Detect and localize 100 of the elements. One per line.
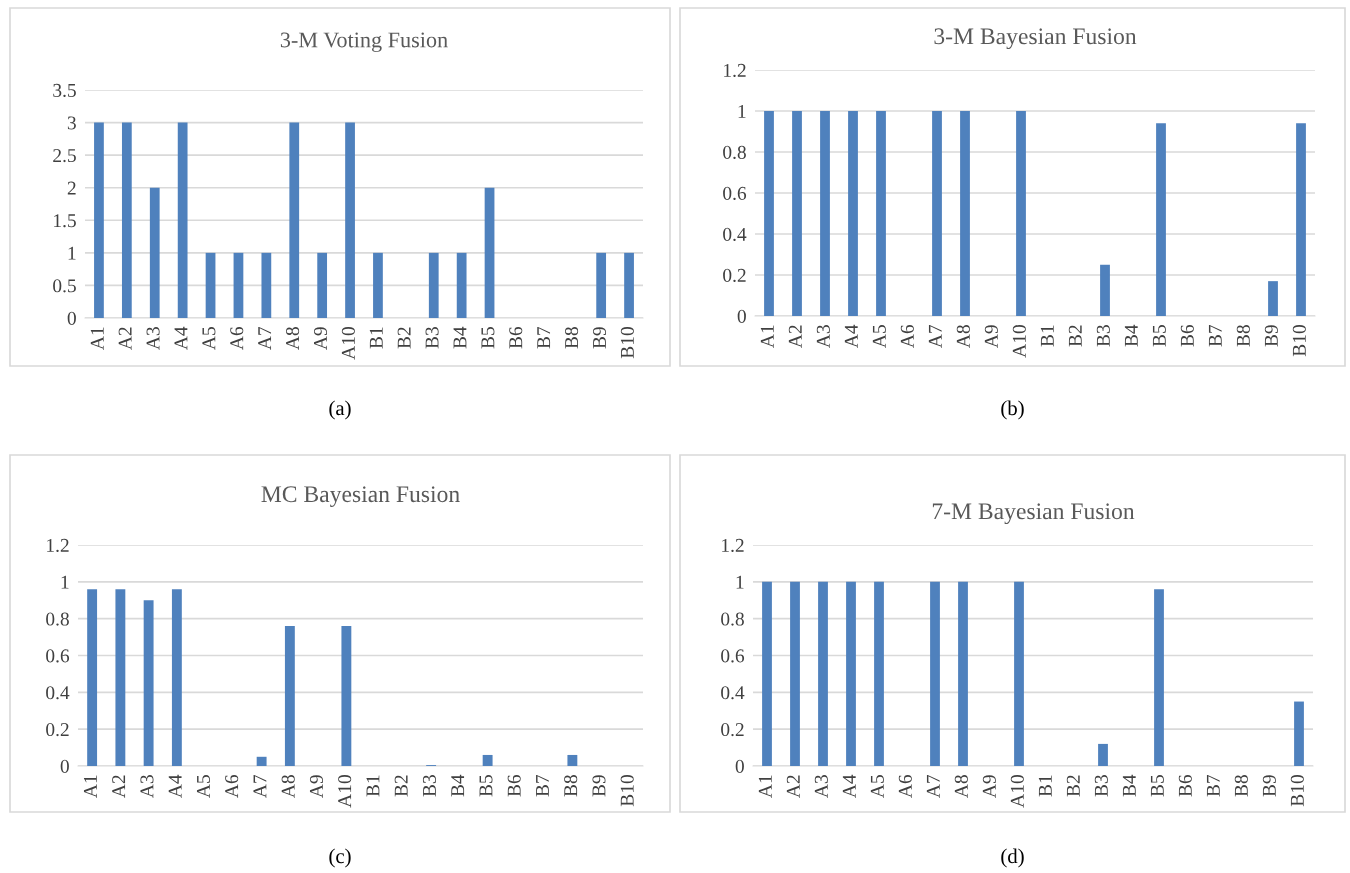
bar xyxy=(596,252,607,318)
bar xyxy=(205,252,216,318)
y-tick-label: 1.2 xyxy=(47,538,69,553)
bar xyxy=(171,589,182,766)
x-tick-label: B5 xyxy=(479,775,493,797)
y-tick-label: 2 xyxy=(67,181,76,195)
x-tick-label: A1 xyxy=(760,325,774,348)
x-tick-label: A1 xyxy=(90,327,104,350)
x-tick-label: B2 xyxy=(394,775,408,797)
x-tick-label: A3 xyxy=(816,325,830,348)
x-tick-label: A4 xyxy=(844,324,858,348)
x-tick-label: B10 xyxy=(1290,775,1304,807)
y-tick-label: 0 xyxy=(67,311,76,325)
y-tick-label: 0.4 xyxy=(46,686,70,700)
x-tick-label: B9 xyxy=(592,775,606,797)
x-tick-label: B2 xyxy=(1066,775,1080,797)
y-tick-label: 0.8 xyxy=(721,612,744,626)
x-tick-label: B3 xyxy=(1094,775,1108,797)
x-tick-label: A10 xyxy=(1012,325,1026,358)
y-tick-label: 1.2 xyxy=(722,538,744,553)
text: (b) xyxy=(1001,400,1024,420)
bar xyxy=(317,252,328,318)
bar xyxy=(932,111,942,316)
x-tick-label: A8 xyxy=(286,327,300,350)
x-tick-label: A5 xyxy=(872,325,886,348)
x-tick-label: B7 xyxy=(536,774,549,797)
bar xyxy=(256,756,267,766)
y-tick-label: 0.8 xyxy=(46,612,69,626)
bar xyxy=(1100,264,1110,316)
x-tick-label: A8 xyxy=(954,775,968,798)
bar xyxy=(341,626,352,766)
bar xyxy=(1268,281,1278,316)
y-tick-label: 1 xyxy=(61,575,69,589)
x-tick-label: B10 xyxy=(620,775,634,807)
x-tick-label: B4 xyxy=(451,774,465,797)
bar xyxy=(484,187,495,318)
chart-title: 3-M Voting Fusion xyxy=(280,32,448,52)
y-tick-label: 0.5 xyxy=(53,279,76,293)
bar xyxy=(87,589,98,766)
bar xyxy=(762,581,772,766)
bar xyxy=(624,252,634,318)
bar xyxy=(482,754,493,766)
y-tick-label: 0.8 xyxy=(723,145,746,160)
x-tick-label: A10 xyxy=(1010,775,1024,808)
text: (c) xyxy=(329,848,351,868)
x-tick-label: B7 xyxy=(1206,774,1220,797)
x-tick-label: A9 xyxy=(982,775,996,798)
x-tick-label: B6 xyxy=(1180,324,1194,347)
x-tick-label: B10 xyxy=(620,327,634,359)
x-tick-label: A10 xyxy=(341,327,355,360)
x-tick-label: A3 xyxy=(140,775,154,798)
x-tick-label: B5 xyxy=(481,327,495,349)
x-tick-label: A2 xyxy=(112,775,126,798)
bar xyxy=(1154,589,1164,766)
bar xyxy=(1098,743,1108,766)
bar xyxy=(345,122,355,318)
x-tick-label: B4 xyxy=(1124,324,1138,347)
x-tick-label: A10 xyxy=(338,775,352,808)
x-tick-label: A6 xyxy=(230,326,244,350)
bar xyxy=(876,111,886,316)
x-tick-label: A9 xyxy=(309,775,323,798)
y-tick-label: 0 xyxy=(735,759,744,773)
x-tick-label: A3 xyxy=(814,775,828,798)
chart-title: 3-M Bayesian Fusion xyxy=(934,28,1137,50)
y-tick-label: 1 xyxy=(68,246,76,260)
text: (d) xyxy=(1001,848,1024,868)
bar xyxy=(177,122,188,318)
bar xyxy=(149,187,160,318)
x-tick-label: A9 xyxy=(313,327,328,350)
x-tick-label: A5 xyxy=(870,775,884,798)
bar xyxy=(930,581,940,766)
bar xyxy=(115,589,126,766)
bar xyxy=(428,252,439,318)
y-tick-label: 0.6 xyxy=(46,649,70,663)
x-tick-label: B7 xyxy=(537,326,551,349)
y-tick-label: 0.6 xyxy=(721,649,745,663)
x-tick-label: B1 xyxy=(369,327,383,349)
x-tick-label: A3 xyxy=(146,327,160,350)
x-tick-label: B9 xyxy=(1262,775,1276,797)
bar xyxy=(818,581,828,766)
x-tick-label: A2 xyxy=(786,775,800,798)
x-tick-label: A1 xyxy=(758,775,772,798)
y-tick-label: 0 xyxy=(737,309,746,323)
y-tick-label: 1.5 xyxy=(54,214,76,228)
x-tick-label: B1 xyxy=(1038,775,1052,797)
x-tick-label: B7 xyxy=(1208,324,1222,347)
bar xyxy=(233,252,244,318)
x-tick-label: B10 xyxy=(1292,325,1306,357)
x-tick-label: B3 xyxy=(1096,325,1110,347)
bar xyxy=(790,581,800,766)
bar xyxy=(289,122,300,318)
y-tick-label: 1 xyxy=(736,575,744,589)
x-tick-label: B3 xyxy=(422,775,436,797)
chart-title: MC Bayesian Fusion xyxy=(261,486,460,507)
x-tick-label: B6 xyxy=(1178,774,1192,797)
y-tick-label: 2.5 xyxy=(53,149,76,163)
x-tick-label: B2 xyxy=(1068,325,1082,347)
bar xyxy=(958,581,968,766)
y-tick-label: 0.4 xyxy=(723,227,747,242)
bar xyxy=(456,252,467,318)
